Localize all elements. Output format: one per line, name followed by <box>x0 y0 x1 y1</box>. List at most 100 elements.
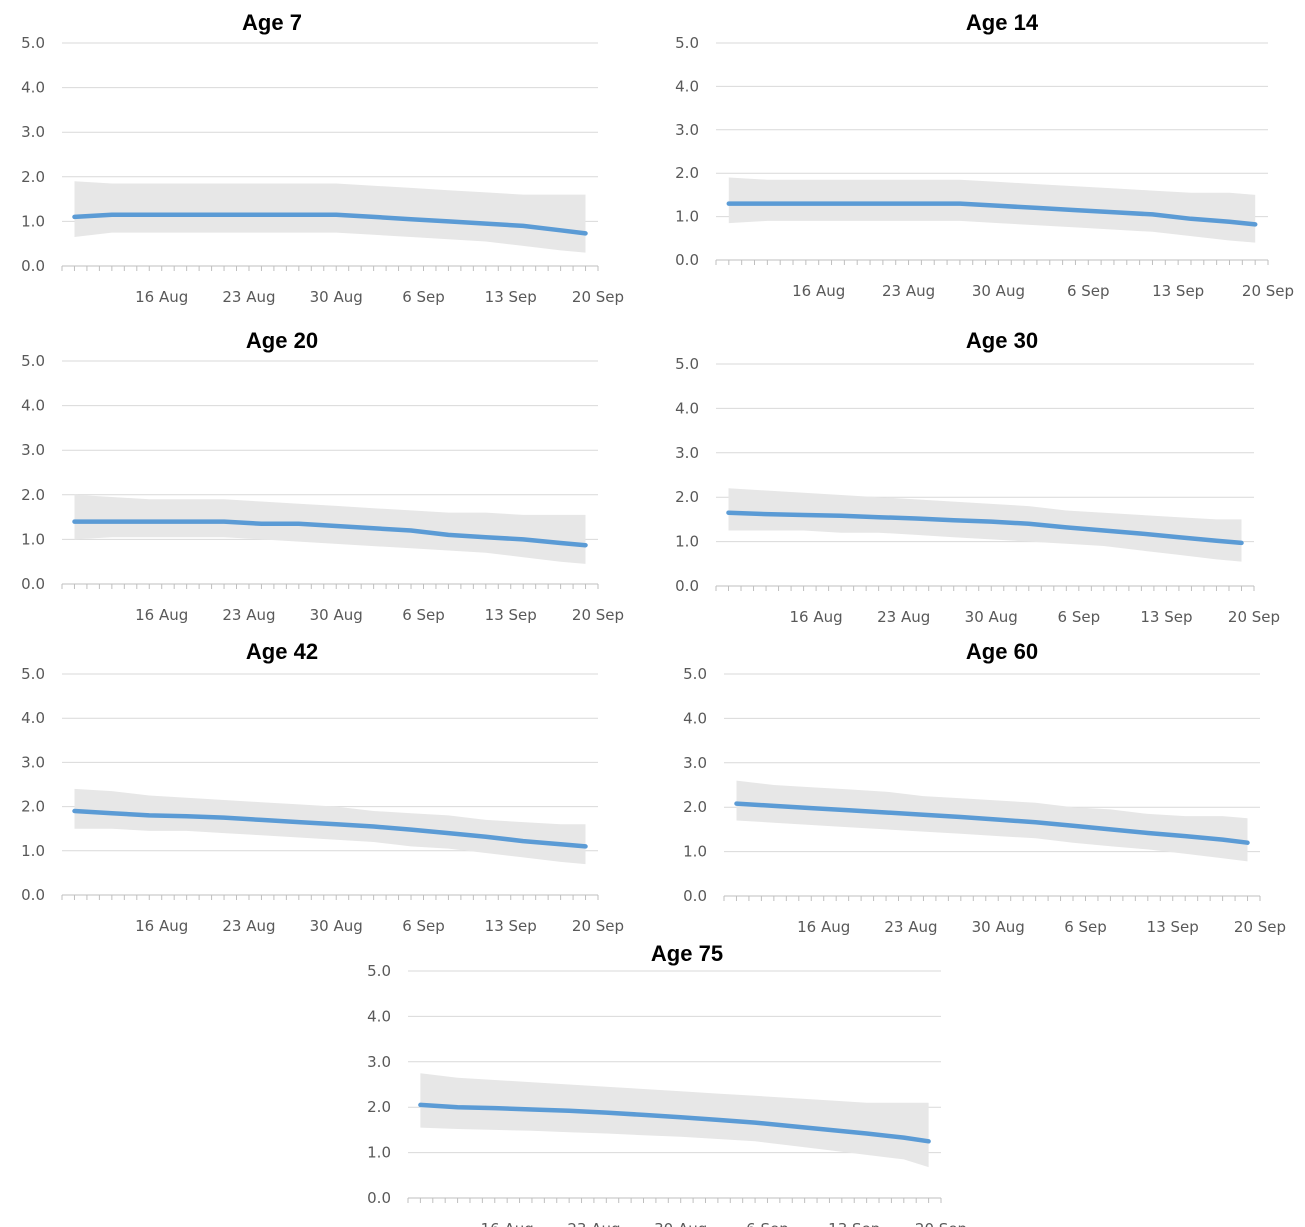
y-tick-label: 3.0 <box>675 121 699 139</box>
y-tick-label: 0.0 <box>675 577 699 595</box>
confidence-band <box>728 488 1242 562</box>
y-tick-label: 0.0 <box>683 887 707 905</box>
chart-title: Age 30 <box>966 328 1038 353</box>
y-tick-label: 2.0 <box>675 164 699 182</box>
x-tick-label: 23 Aug <box>884 918 937 936</box>
x-tick-label: 13 Sep <box>485 606 537 624</box>
y-tick-label: 5.0 <box>21 665 45 683</box>
series-line <box>726 201 1258 227</box>
y-tick-label: 2.0 <box>21 486 45 504</box>
y-tick-label: 4.0 <box>675 399 699 417</box>
x-tick-label: 20 Sep <box>1242 282 1294 300</box>
x-tick-label: 6 Sep <box>402 288 445 306</box>
x-tick-label: 16 Aug <box>135 606 188 624</box>
x-tick-label: 6 Sep <box>746 1220 789 1227</box>
x-tick-label: 23 Aug <box>882 282 935 300</box>
y-tick-label: 4.0 <box>21 709 45 727</box>
x-tick-label: 23 Aug <box>222 917 275 935</box>
y-tick-label: 5.0 <box>367 962 391 980</box>
x-tick-label: 16 Aug <box>135 917 188 935</box>
chart-title: Age 42 <box>246 639 318 664</box>
x-tick-label: 13 Sep <box>485 288 537 306</box>
y-tick-label: 1.0 <box>367 1144 391 1162</box>
y-tick-label: 3.0 <box>675 444 699 462</box>
series-line <box>72 808 588 849</box>
x-tick-label: 30 Aug <box>310 917 363 935</box>
confidence-band <box>74 181 586 253</box>
x-tick-label: 23 Aug <box>567 1220 620 1227</box>
y-tick-label: 3.0 <box>21 123 45 141</box>
confidence-band <box>728 177 1256 243</box>
chart-title: Age 75 <box>651 941 723 966</box>
series-line <box>726 510 1244 546</box>
chart-panel-5: Age 42 0.0 1.0 2.0 3.0 4.0 5.0 16 Aug 23 Aug 30 A… <box>21 639 624 935</box>
y-tick-label: 5.0 <box>21 34 45 52</box>
series-line <box>418 1102 931 1144</box>
y-tick-label: 3.0 <box>367 1053 391 1071</box>
y-tick-label: 2.0 <box>675 488 699 506</box>
series-line <box>72 519 588 548</box>
x-tick-label: 20 Sep <box>572 288 624 306</box>
x-tick-label: 16 Aug <box>797 918 850 936</box>
x-tick-label: 30 Aug <box>965 608 1018 626</box>
y-tick-label: 0.0 <box>675 251 699 269</box>
y-tick-label: 1.0 <box>21 530 45 548</box>
y-tick-label: 1.0 <box>683 843 707 861</box>
chart-title: Age 60 <box>966 639 1038 664</box>
y-tick-label: 1.0 <box>675 533 699 551</box>
y-tick-label: 0.0 <box>367 1189 391 1207</box>
x-tick-label: 23 Aug <box>877 608 930 626</box>
y-tick-label: 5.0 <box>683 665 707 683</box>
x-tick-label: 6 Sep <box>402 606 445 624</box>
y-tick-label: 2.0 <box>21 168 45 186</box>
y-tick-label: 1.0 <box>21 842 45 860</box>
x-tick-label: 16 Aug <box>792 282 845 300</box>
chart-panel-4: Age 30 0.0 1.0 2.0 3.0 4.0 5.0 16 Aug 23 Aug 30 A… <box>675 328 1280 626</box>
x-tick-label: 30 Aug <box>310 288 363 306</box>
x-tick-label: 6 Sep <box>402 917 445 935</box>
y-tick-label: 0.0 <box>21 257 45 275</box>
x-tick-label: 30 Aug <box>310 606 363 624</box>
y-tick-label: 0.0 <box>21 575 45 593</box>
x-tick-label: 13 Sep <box>1140 608 1192 626</box>
y-tick-label: 2.0 <box>683 798 707 816</box>
x-tick-label: 6 Sep <box>1058 608 1101 626</box>
x-tick-label: 20 Sep <box>572 917 624 935</box>
x-tick-label: 20 Sep <box>915 1220 967 1227</box>
chart-title: Age 7 <box>242 10 302 35</box>
y-tick-label: 4.0 <box>367 1007 391 1025</box>
y-tick-label: 3.0 <box>21 441 45 459</box>
x-tick-label: 6 Sep <box>1064 918 1107 936</box>
chart-panel-1: Age 7 0.0 1.0 2.0 3.0 4.0 5.0 16 Aug 23 Aug 30 Au… <box>21 10 624 306</box>
y-tick-label: 0.0 <box>21 886 45 904</box>
x-tick-label: 13 Sep <box>1147 918 1199 936</box>
chart-title: Age 14 <box>966 10 1039 35</box>
chart-panel-6: Age 60 0.0 1.0 2.0 3.0 4.0 5.0 16 Aug 23 Aug 30 A… <box>683 639 1286 936</box>
confidence-band <box>420 1073 929 1168</box>
y-tick-label: 5.0 <box>21 352 45 370</box>
x-tick-label: 16 Aug <box>790 608 843 626</box>
confidence-band <box>74 494 586 564</box>
confidence-band <box>74 788 586 865</box>
x-tick-label: 20 Sep <box>1228 608 1280 626</box>
x-tick-label: 20 Sep <box>572 606 624 624</box>
chart-panel-3: Age 20 0.0 1.0 2.0 3.0 4.0 5.0 16 Aug 23 Aug 30 A… <box>21 328 624 624</box>
x-tick-label: 6 Sep <box>1067 282 1110 300</box>
x-tick-label: 30 Aug <box>972 918 1025 936</box>
chart-title: Age 20 <box>246 328 318 353</box>
x-tick-label: 13 Sep <box>485 917 537 935</box>
y-tick-label: 4.0 <box>675 77 699 95</box>
series-line <box>72 212 588 236</box>
y-tick-label: 4.0 <box>683 709 707 727</box>
x-tick-label: 13 Sep <box>1152 282 1204 300</box>
y-tick-label: 3.0 <box>21 753 45 771</box>
y-tick-label: 5.0 <box>675 355 699 373</box>
y-tick-label: 2.0 <box>367 1098 391 1116</box>
x-tick-label: 23 Aug <box>222 606 275 624</box>
x-tick-label: 30 Aug <box>654 1220 707 1227</box>
y-tick-label: 1.0 <box>21 212 45 230</box>
y-tick-label: 5.0 <box>675 34 699 52</box>
x-tick-label: 16 Aug <box>481 1220 534 1227</box>
x-tick-label: 16 Aug <box>135 288 188 306</box>
x-tick-label: 20 Sep <box>1234 918 1286 936</box>
